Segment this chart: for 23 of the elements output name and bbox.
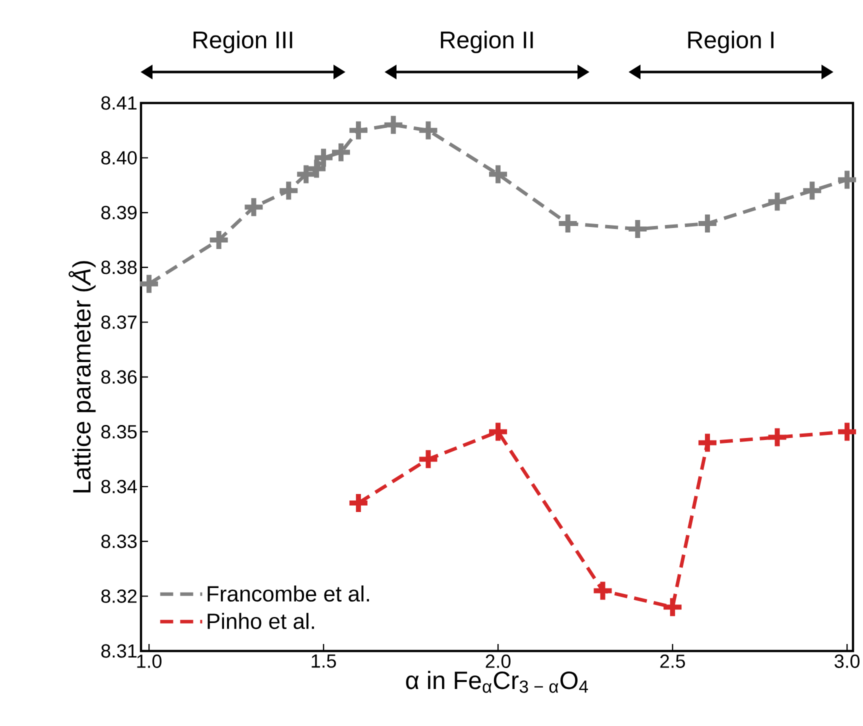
- x-tick-label: 2.0: [486, 654, 511, 668]
- y-tick-label: 8.35: [101, 425, 137, 439]
- y-tick-label: 8.39: [101, 206, 137, 220]
- text: Region I: [688, 30, 774, 54]
- legend-label: Pinho et al.: [208, 612, 314, 630]
- y-tick-label: 8.37: [101, 315, 137, 329]
- y-axis-title: Lattice parameter (Å): [68, 261, 96, 492]
- y-tick-label: 8.34: [101, 480, 137, 494]
- x-tick-label: 3.0: [834, 654, 860, 668]
- y-tick-label: 8.32: [101, 589, 137, 603]
- y-tick-label: 8.36: [101, 370, 137, 384]
- x-tick-label: 1.0: [137, 654, 162, 668]
- y-tick-label: 8.40: [101, 151, 137, 165]
- y-tick-label: 8.41: [101, 96, 137, 110]
- y-tick-label: 8.31: [101, 644, 137, 658]
- x-tick-label: 2.5: [660, 654, 685, 668]
- x-axis-title: α in Fe$_{α}$Cr$_{3 − α}$O$_{4}$: [406, 670, 588, 693]
- y-tick-label: 8.38: [101, 260, 137, 274]
- legend-label: Francombe et al.: [208, 585, 369, 602]
- text: Region III: [194, 30, 292, 54]
- text: Region II: [440, 30, 533, 54]
- x-tick-label: 1.5: [312, 654, 336, 668]
- y-tick-label: 8.33: [101, 534, 137, 548]
